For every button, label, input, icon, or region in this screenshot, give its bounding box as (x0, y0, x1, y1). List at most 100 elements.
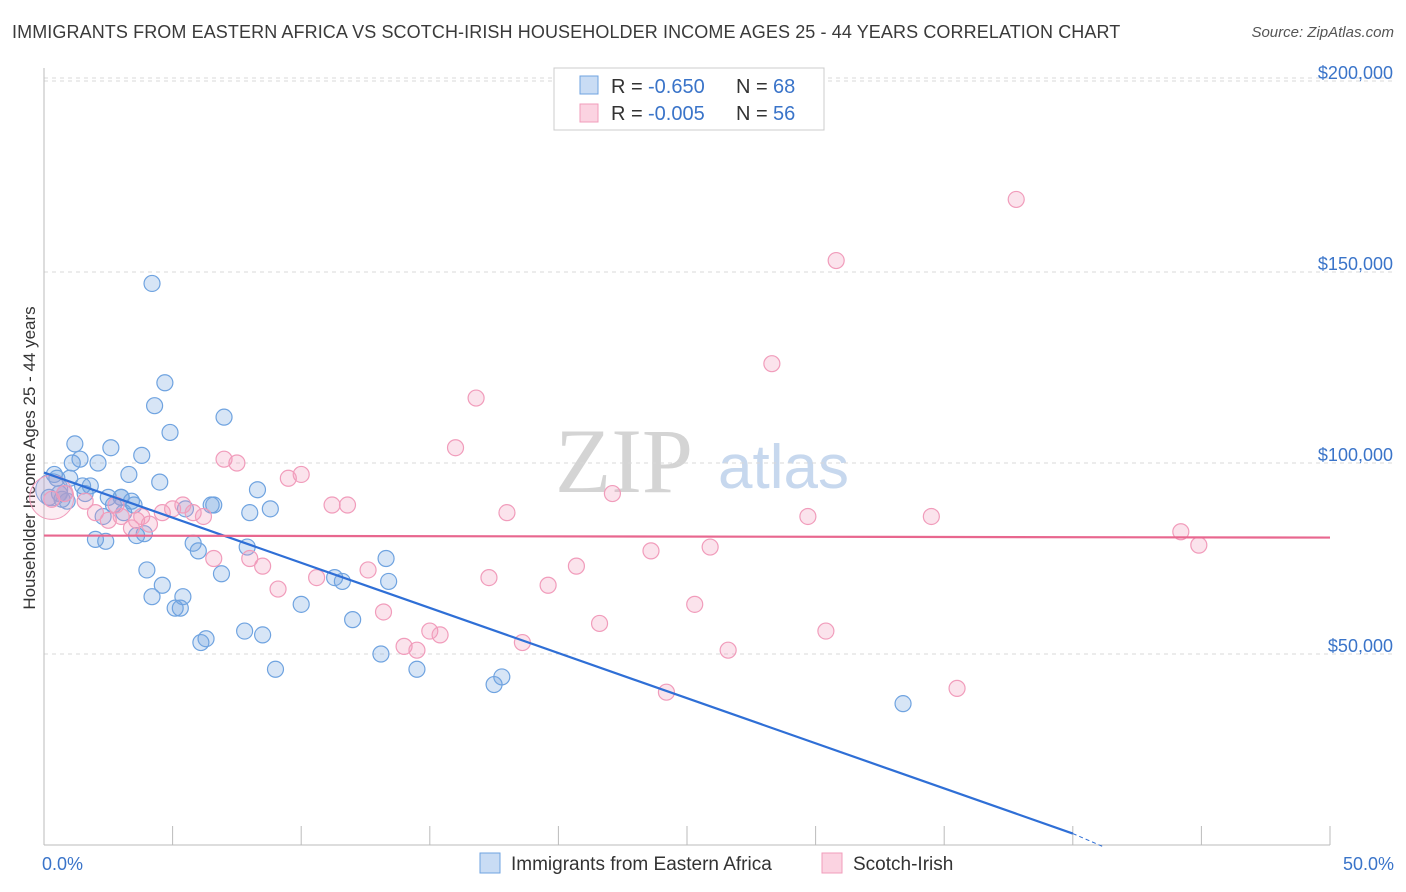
trend-line-eastern-africa (43, 471, 1074, 835)
point-scotch-irish (431, 626, 449, 644)
gridlines (44, 77, 1395, 655)
point-eastern-africa (63, 454, 81, 472)
point-eastern-africa (102, 439, 120, 457)
point-scotch-irish (701, 538, 719, 556)
y-axis-title: Householder Income Ages 25 - 44 years (20, 306, 39, 609)
point-eastern-africa (174, 588, 192, 606)
point-scotch-irish (55, 484, 74, 503)
point-scotch-irish (498, 504, 516, 522)
point-scotch-irish (719, 641, 737, 659)
legend-n-label-1: N = (736, 76, 768, 98)
point-eastern-africa (241, 504, 259, 522)
trend-lines (43, 471, 1331, 848)
point-scotch-irish (241, 549, 259, 568)
point-scotch-irish (603, 484, 622, 503)
legend-swatch-blue (579, 75, 599, 95)
point-eastern-africa (344, 611, 362, 629)
point-eastern-africa (372, 645, 390, 663)
point-eastern-africa (143, 274, 161, 293)
point-scotch-irish (817, 622, 835, 640)
point-eastern-africa (120, 465, 138, 484)
point-scotch-irish (99, 511, 117, 529)
point-scotch-irish (254, 557, 272, 575)
point-eastern-africa (215, 408, 233, 426)
point-scotch-irish (395, 637, 413, 655)
point-scotch-irish (140, 515, 159, 533)
legend-box (553, 67, 825, 131)
point-scotch-irish (827, 251, 845, 270)
legend-r-value-2: -0.005 (648, 103, 705, 125)
point-eastern-africa (138, 561, 156, 579)
point-scotch-irish (948, 679, 966, 697)
point-scotch-irish (184, 504, 202, 522)
y-tick-label: $200,000 (1318, 63, 1393, 83)
point-eastern-africa (205, 496, 223, 514)
point-eastern-africa (266, 660, 285, 678)
point-scotch-irish (590, 614, 609, 633)
bottom-legend-swatch-pink (821, 852, 843, 874)
point-eastern-africa (493, 668, 511, 686)
point-eastern-africa (143, 588, 161, 606)
y-tick-labels: $50,000 $100,000 $150,000 $200,000 (1318, 63, 1393, 656)
source-note: Source: ZipAtlas.com (1251, 24, 1394, 41)
trend-line-scotch-irish (43, 534, 1331, 539)
point-eastern-africa (97, 532, 115, 550)
point-scotch-irish-cluster (29, 474, 75, 520)
point-eastern-africa (66, 435, 84, 453)
point-scotch-irish (205, 549, 223, 568)
point-scotch-irish (127, 511, 146, 529)
point-eastern-africa (189, 542, 207, 560)
chart-title: IMMIGRANTS FROM EASTERN AFRICA VS SCOTCH… (12, 22, 1121, 42)
point-scotch-irish (228, 454, 246, 472)
point-scotch-irish (338, 496, 357, 514)
point-eastern-africa (333, 572, 351, 591)
point-scotch-irish (467, 389, 485, 407)
point-eastern-africa (151, 473, 169, 491)
point-scotch-irish (1172, 523, 1190, 541)
point-scotch-irish (799, 507, 817, 526)
bottom-legend-label-scotch-irish: Scotch-Irish (853, 854, 953, 875)
point-eastern-africa (145, 397, 164, 415)
correlation-legend: R = -0.650 N = 68 R = -0.005 N = 56 (553, 67, 825, 131)
point-scotch-irish (763, 355, 781, 373)
bottom-legend-swatch-blue (479, 852, 501, 874)
x-ticks (43, 826, 1331, 845)
point-eastern-africa (71, 450, 89, 468)
point-scotch-irish (1190, 536, 1208, 554)
trend-line-eastern-africa-extension (1072, 833, 1104, 848)
point-scotch-irish (922, 507, 940, 526)
legend-swatch-pink (579, 103, 599, 123)
point-scotch-irish (480, 568, 498, 587)
y-tick-label: $50,000 (1328, 636, 1393, 656)
point-scotch-irish (567, 557, 586, 575)
point-eastern-africa (133, 446, 151, 464)
point-scotch-irish (446, 439, 465, 457)
x-tick-label-min: 0.0% (42, 854, 83, 874)
y-tick-label: $100,000 (1318, 445, 1393, 465)
y-tick-label: $150,000 (1318, 254, 1393, 274)
legend-r-label-1: R = (611, 76, 643, 98)
point-scotch-irish (269, 580, 287, 598)
point-scotch-irish (86, 504, 105, 522)
point-scotch-irish (686, 595, 704, 613)
point-eastern-africa (408, 660, 426, 678)
legend-n-label-2: N = (736, 103, 768, 125)
series-legend: Immigrants from Eastern Africa Scotch-Ir… (479, 852, 953, 875)
point-scotch-irish (642, 542, 660, 560)
point-eastern-africa (153, 576, 171, 594)
legend-n-value-1: 68 (773, 76, 795, 98)
point-eastern-africa (254, 626, 272, 644)
point-eastern-africa (161, 423, 179, 442)
point-eastern-africa (261, 500, 279, 518)
point-eastern-africa (380, 572, 398, 591)
point-scotch-irish (308, 568, 326, 587)
point-eastern-africa (377, 549, 395, 568)
point-eastern-africa (197, 630, 215, 648)
point-scotch-irish (279, 469, 297, 487)
point-eastern-africa (236, 622, 254, 640)
point-eastern-africa (212, 565, 231, 583)
legend-n-value-2: 56 (773, 103, 795, 125)
point-eastern-africa (89, 454, 107, 472)
point-scotch-irish (153, 504, 171, 522)
